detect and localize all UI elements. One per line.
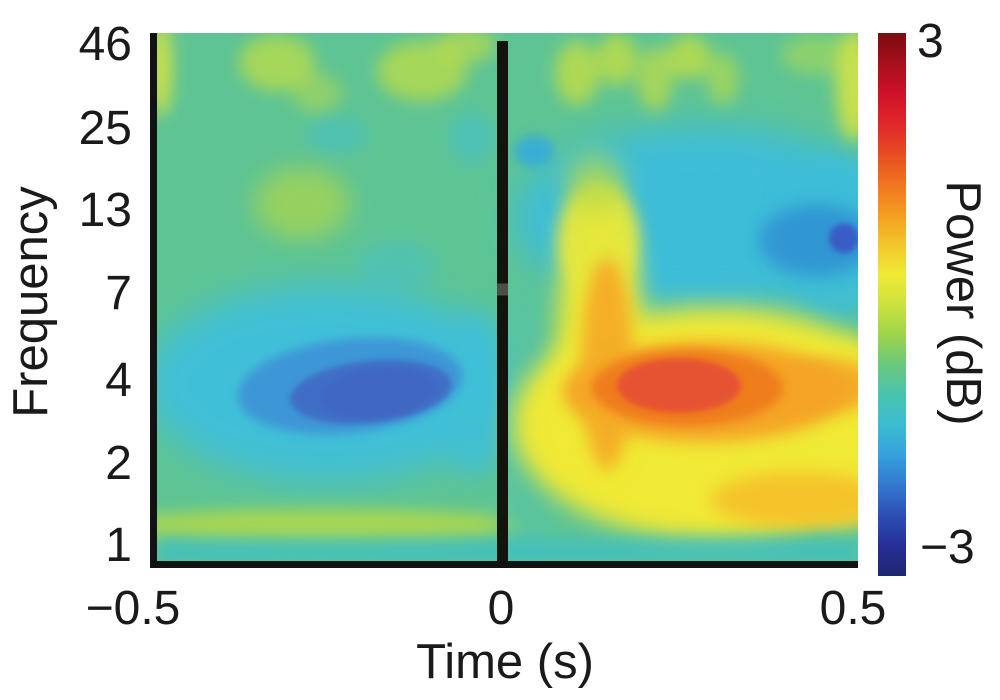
colorbar-title: Power (dB) [935,180,990,426]
y-tick-4: 4 [105,354,132,407]
y-tick-7: 7 [105,267,132,320]
y-tick-2: 2 [105,437,132,490]
spectrogram-heatmap [157,33,858,561]
colorbar-min-label: −3 [920,521,975,574]
x-axis-title: Time (s) [416,635,594,689]
y-tick-46: 46 [78,18,132,71]
x-tick-neg05: −0.5 [85,582,181,635]
colorbar [878,33,906,576]
y-tick-13: 13 [78,184,132,237]
y-tick-1: 1 [105,519,132,572]
heatmap-plot-area [150,33,858,568]
colorbar-max-label: 3 [917,15,944,68]
x-tick-05: 0.5 [819,582,887,635]
y-tick-25: 25 [78,102,132,155]
x-tick-0: 0 [487,582,515,635]
